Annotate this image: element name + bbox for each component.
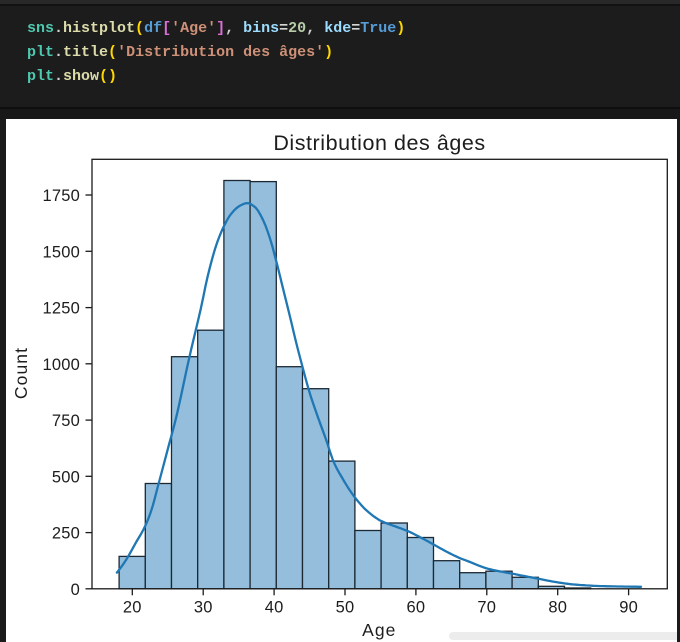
svg-text:1000: 1000 bbox=[42, 356, 80, 374]
svg-text:1500: 1500 bbox=[42, 243, 80, 261]
svg-text:90: 90 bbox=[619, 599, 638, 617]
svg-text:70: 70 bbox=[477, 599, 496, 617]
svg-text:30: 30 bbox=[194, 599, 213, 617]
svg-text:1250: 1250 bbox=[42, 300, 80, 318]
svg-text:1750: 1750 bbox=[42, 187, 80, 205]
svg-text:60: 60 bbox=[407, 599, 426, 617]
svg-text:20: 20 bbox=[123, 599, 142, 617]
svg-text:Distribution des âges: Distribution des âges bbox=[273, 131, 485, 155]
svg-text:750: 750 bbox=[52, 412, 80, 430]
svg-text:80: 80 bbox=[548, 599, 567, 617]
svg-text:500: 500 bbox=[52, 468, 80, 486]
svg-text:50: 50 bbox=[336, 599, 355, 617]
svg-text:0: 0 bbox=[71, 581, 80, 599]
svg-text:250: 250 bbox=[52, 525, 80, 543]
svg-text:40: 40 bbox=[265, 599, 284, 617]
svg-text:Count: Count bbox=[11, 347, 31, 399]
svg-text:Age: Age bbox=[362, 620, 396, 640]
